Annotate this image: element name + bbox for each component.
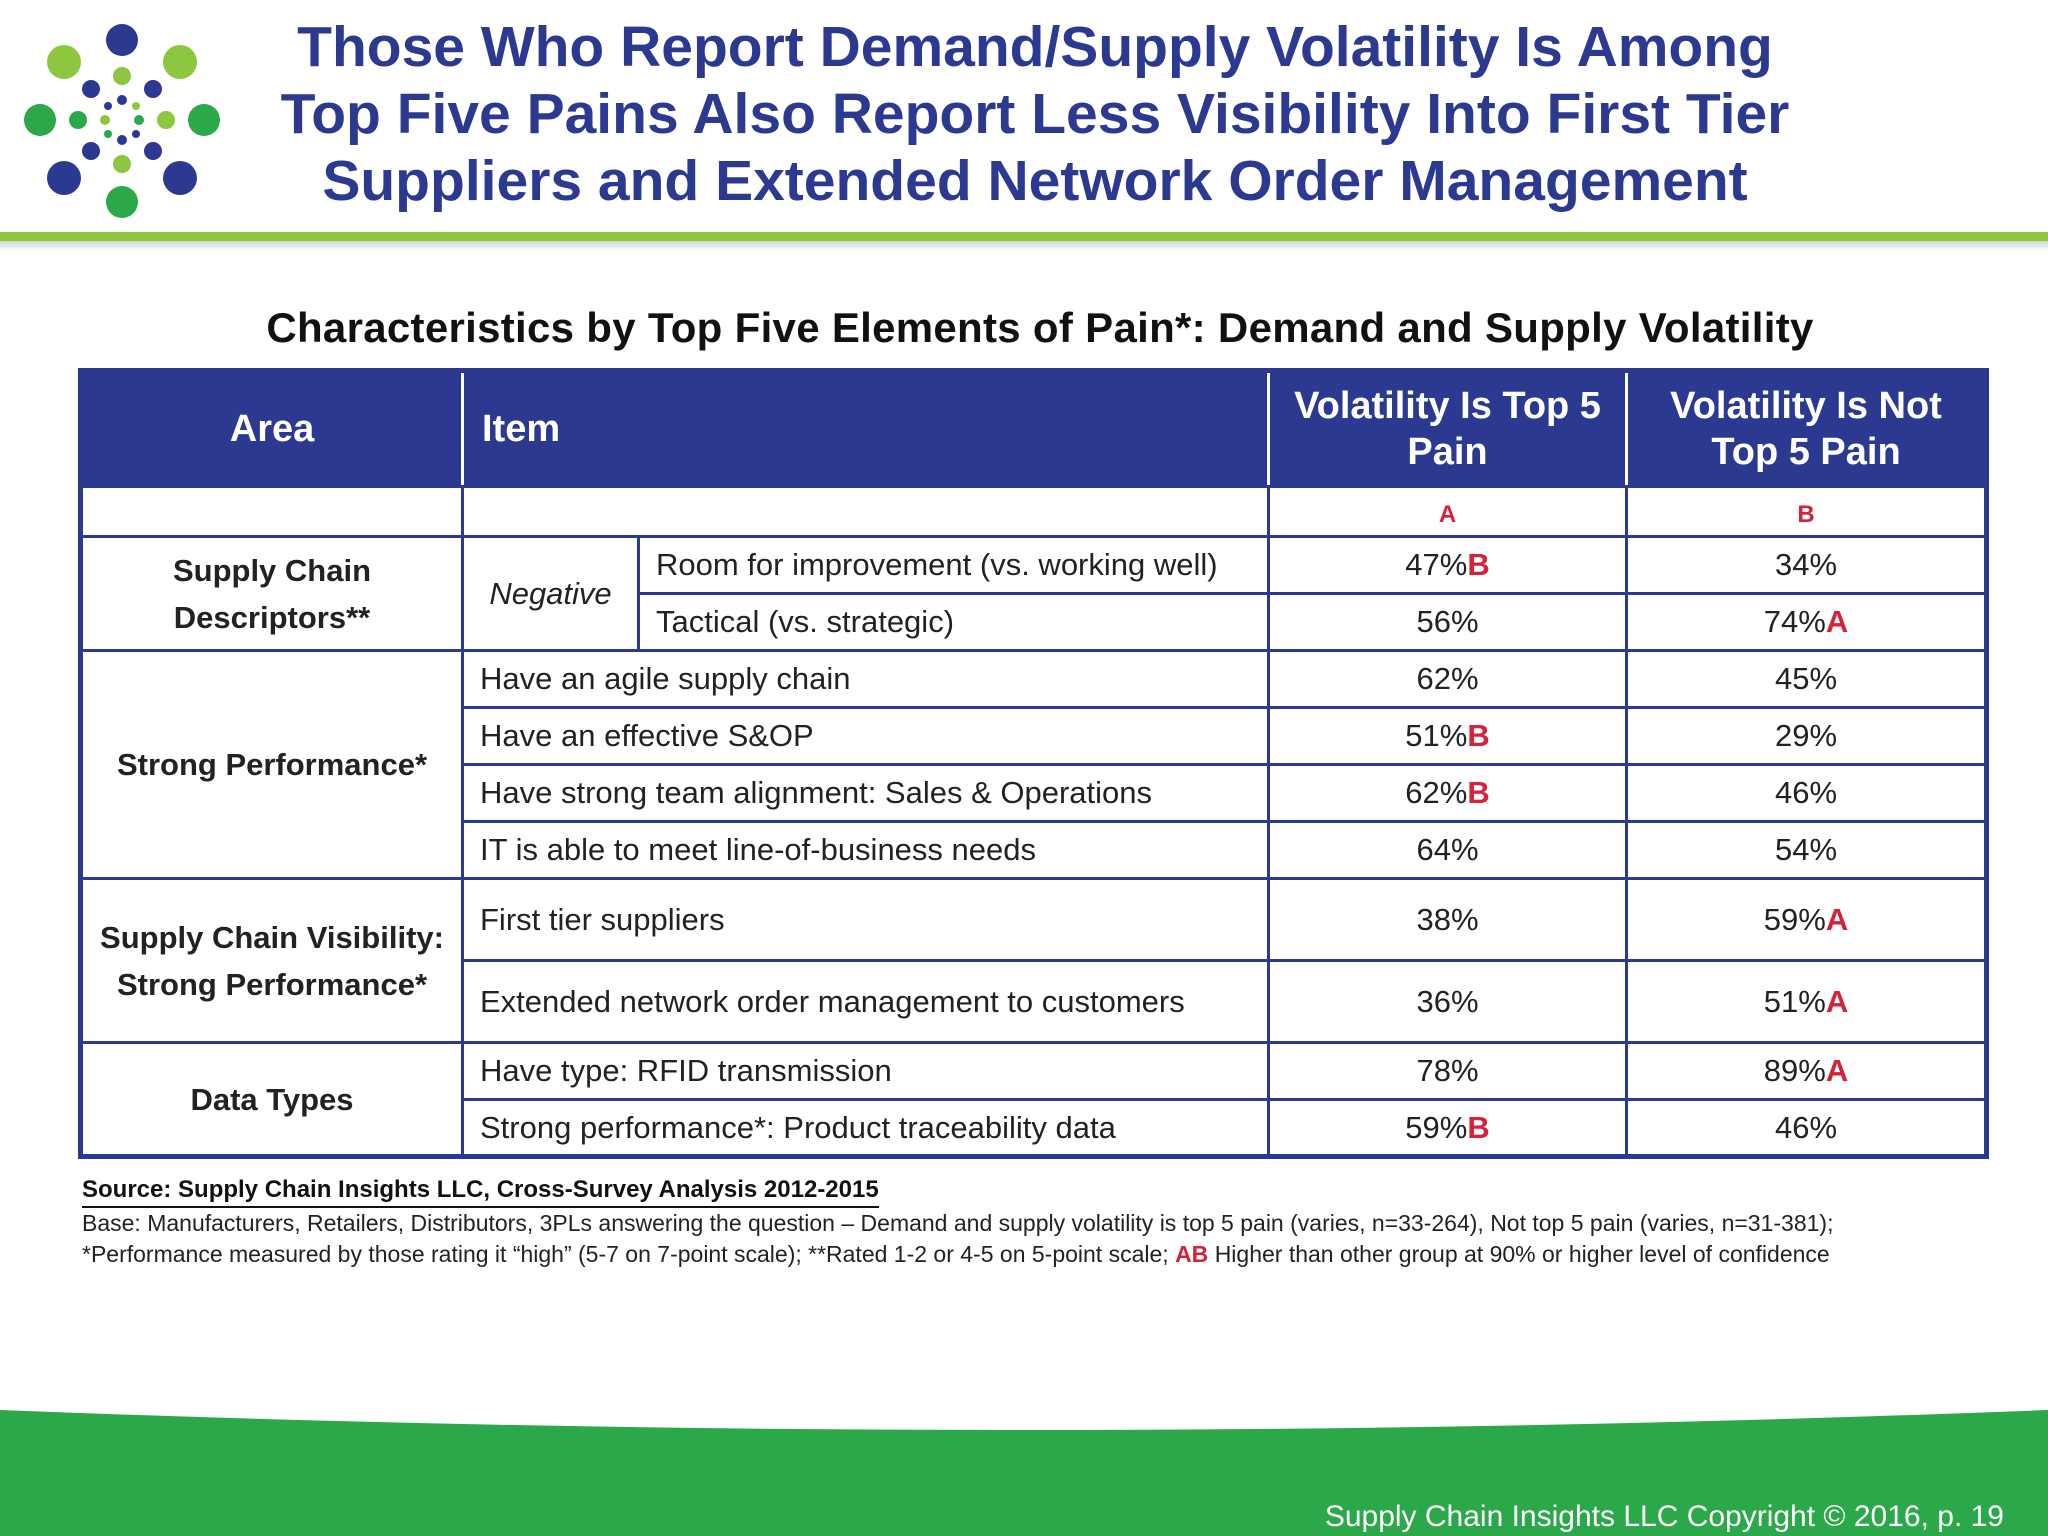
slide-title: Those Who Report Demand/Supply Volatilit… [235, 14, 1835, 215]
subgroup-cell: Negative [461, 535, 640, 652]
table-row: Tactical (vs. strategic) 56% 74%A [81, 592, 1989, 652]
footer-band [0, 1410, 2048, 1536]
column-header-item: Item [460, 369, 1271, 488]
slide-title-line: Those Who Report Demand/Supply Volatilit… [297, 15, 1773, 79]
table-row: Strong Performance* Have an agile supply… [79, 649, 1989, 880]
value-cell-a: 36% [1267, 959, 1629, 1044]
significance-marker: AB [1175, 1241, 1209, 1267]
base-footnote-text-end: Higher than other group at 90% or higher… [1214, 1241, 1830, 1267]
item-cell: Have type: RFID transmission [460, 1041, 1271, 1101]
value-cell-b: 46% [1625, 763, 1989, 823]
item-cell: Strong performance*: Product traceabilit… [460, 1098, 1271, 1158]
value-cell-a: 56% [1267, 592, 1629, 652]
item-cell: Have an agile supply chain [460, 649, 1271, 709]
table-row: Data Types Have type: RFID transmission … [79, 1041, 1989, 1158]
item-cell: First tier suppliers [460, 877, 1271, 962]
item-cell: Have strong team alignment: Sales & Oper… [460, 763, 1271, 823]
table-row: Supply Chain Visibility: Strong Performa… [79, 877, 1989, 1044]
table-row: Supply Chain Descriptors** Negative Room… [79, 535, 1989, 652]
item-cell: IT is able to meet line-of-business need… [460, 820, 1271, 880]
slide-title-line: Top Five Pains Also Report Less Visibili… [280, 82, 1790, 146]
item-cell: Tactical (vs. strategic) [636, 592, 1271, 652]
value-cell-a: 62%B [1267, 763, 1629, 823]
column-header-volatility-top5: Volatility Is Top 5 Pain [1267, 369, 1629, 488]
value-cell-a: 51%B [1267, 706, 1629, 766]
base-footnote: Base: Manufacturers, Retailers, Distribu… [82, 1208, 1962, 1270]
value-cell-a: 62% [1267, 649, 1629, 709]
base-footnote-text: Base: Manufacturers, Retailers, Distribu… [82, 1210, 1834, 1267]
value-cell-b: 29% [1625, 706, 1989, 766]
empty-cell [79, 485, 464, 538]
results-table: Area Item Volatility Is Top 5 Pain Volat… [78, 368, 1990, 1159]
item-cell: Room for improvement (vs. working well) [636, 535, 1271, 595]
column-header-volatility-not-top5: Volatility Is Not Top 5 Pain [1625, 369, 1989, 488]
value-cell-b: 46% [1625, 1098, 1989, 1158]
value-cell-b: 59%A [1625, 877, 1989, 962]
group-marker-row: A B [79, 485, 1989, 538]
value-cell-b: 34% [1625, 535, 1989, 595]
item-cell: Extended network order management to cus… [460, 959, 1271, 1044]
group-marker-b: B [1625, 485, 1989, 538]
table-row: Strong performance*: Product traceabilit… [81, 1098, 1989, 1158]
slide-title-line: Suppliers and Extended Network Order Man… [322, 149, 1748, 213]
footer-copyright: Supply Chain Insights LLC Copyright © 20… [1324, 1500, 2004, 1533]
value-cell-a: 47%B [1267, 535, 1629, 595]
value-cell-a: 38% [1267, 877, 1629, 962]
value-cell-b: 51%A [1625, 959, 1989, 1044]
area-cell: Data Types [79, 1041, 464, 1158]
value-cell-a: 64% [1267, 820, 1629, 880]
source-citation: Source: Supply Chain Insights LLC, Cross… [82, 1176, 879, 1208]
area-cell: Strong Performance* [79, 649, 464, 880]
table-caption: Characteristics by Top Five Elements of … [266, 304, 1814, 351]
table-row: Have an effective S&OP 51%B 29% [81, 706, 1989, 766]
area-cell: Supply Chain Descriptors** [79, 535, 464, 652]
item-cell: Have an effective S&OP [460, 706, 1271, 766]
value-cell-b: 45% [1625, 649, 1989, 709]
value-cell-a: 59%B [1267, 1098, 1629, 1158]
table-row: Extended network order management to cus… [81, 959, 1989, 1044]
table-row: IT is able to meet line-of-business need… [81, 820, 1989, 880]
value-cell-b: 74%A [1625, 592, 1989, 652]
area-cell: Supply Chain Visibility: Strong Performa… [79, 877, 464, 1044]
table-header-row: Area Item Volatility Is Top 5 Pain Volat… [79, 369, 1989, 488]
header-divider-shadow [0, 241, 2048, 251]
company-logo [24, 24, 220, 218]
value-cell-a: 78% [1267, 1041, 1629, 1101]
value-cell-b: 89%A [1625, 1041, 1989, 1101]
value-cell-b: 54% [1625, 820, 1989, 880]
header-divider [0, 232, 2048, 241]
table-row: Have strong team alignment: Sales & Oper… [81, 763, 1989, 823]
column-header-area: Area [79, 369, 464, 488]
group-marker-a: A [1267, 485, 1629, 538]
empty-cell [460, 485, 1271, 538]
